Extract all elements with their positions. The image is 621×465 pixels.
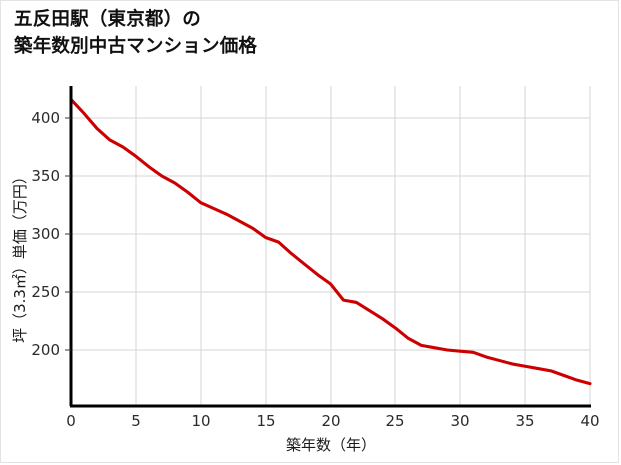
page-title: 五反田駅（東京都）の 築年数別中古マンション価格: [14, 9, 258, 57]
y-tick-label-300: 300: [31, 225, 60, 243]
x-gridlines: [135, 86, 591, 406]
x-tick-label-10: 10: [191, 412, 210, 430]
x-tick-label-5: 5: [131, 412, 141, 430]
x-tick-label-15: 15: [256, 412, 275, 430]
y-tick-label-250: 250: [31, 283, 60, 301]
x-tick-label-30: 30: [450, 412, 469, 430]
x-tick-label-25: 25: [385, 412, 404, 430]
x-tick-label-40: 40: [580, 412, 599, 430]
price-line-series: [69, 97, 592, 386]
x-tick-label-35: 35: [515, 412, 534, 430]
y-tick-label-350: 350: [31, 167, 60, 185]
x-axis-title: 築年数（年）: [286, 436, 376, 454]
y-tick-labels: 400 350 300 250 200: [31, 109, 60, 359]
x-tick-labels: 0 5 10 15 20 25 30 35 40: [66, 412, 599, 430]
y-tick-label-400: 400: [31, 109, 60, 127]
x-tick-label-20: 20: [321, 412, 340, 430]
y-tickmarks: [65, 117, 71, 351]
y-axis-title: 坪（3.3㎡）単価（万円）: [11, 169, 29, 343]
x-tick-label-0: 0: [66, 412, 76, 430]
y-tick-label-200: 200: [31, 341, 60, 359]
